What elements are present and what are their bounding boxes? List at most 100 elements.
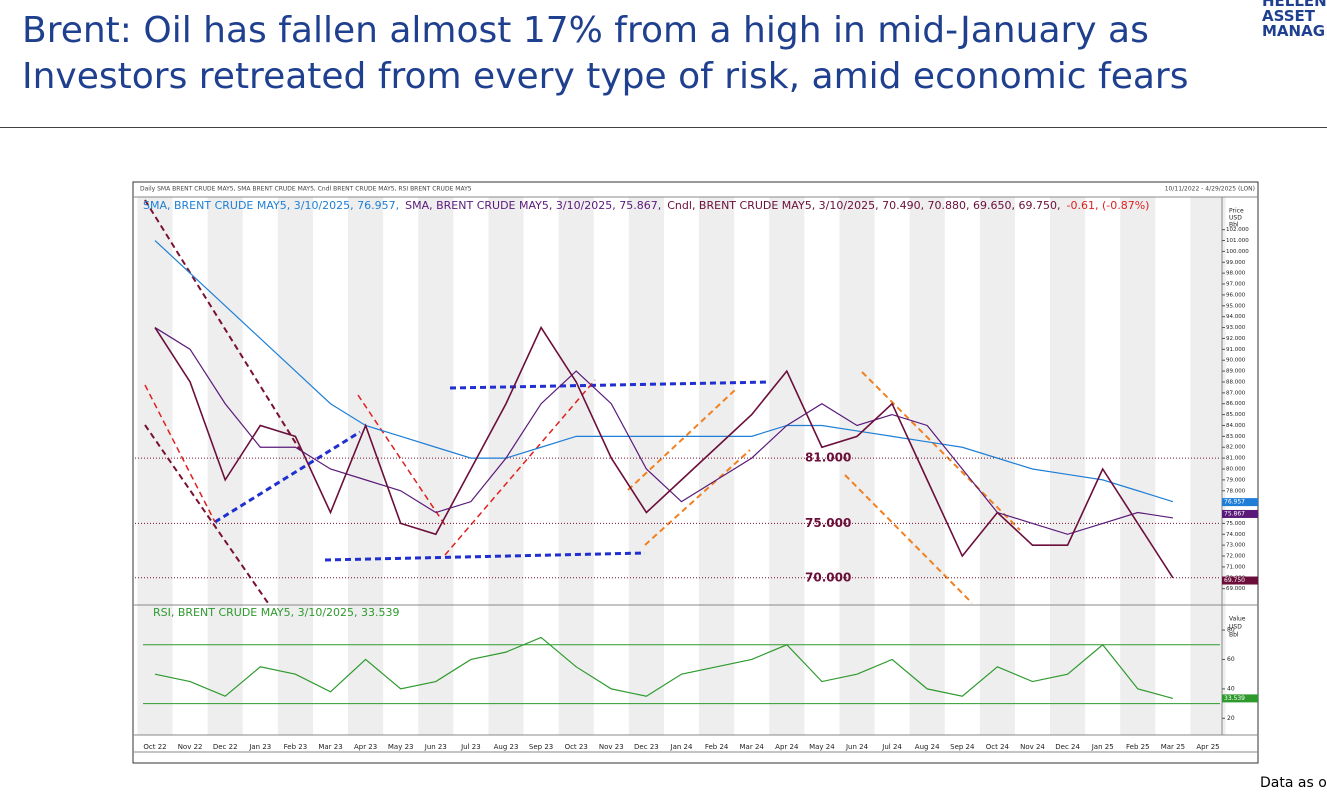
x-tick-label: Feb 23: [284, 743, 308, 751]
x-tick-label: Apr 25: [1196, 743, 1219, 751]
trendline: [444, 379, 596, 556]
x-tick-label: Nov 23: [599, 743, 624, 751]
x-tick-label: Apr 24: [775, 743, 799, 751]
last-value-label: 75.867: [1224, 510, 1245, 517]
x-tick-label: Oct 24: [986, 743, 1010, 751]
x-tick-label: Mar 24: [740, 743, 765, 751]
y-tick-label: 91.000: [1226, 347, 1246, 353]
rsi-last-badge: [1222, 694, 1258, 703]
last-value-badge: [1222, 509, 1258, 518]
rsi-last-label: 33.539: [1224, 695, 1245, 702]
y-tick-label: 81.000: [1226, 456, 1246, 462]
rsi-tick-label: 80: [1227, 627, 1235, 634]
level-label: 70.000: [805, 570, 851, 584]
y-tick-label: 90.000: [1226, 358, 1246, 364]
y-tick-label: 98.000: [1226, 271, 1246, 277]
series-line: [154, 240, 1174, 503]
x-tick-label: Jan 24: [670, 743, 693, 751]
y-tick-label: 99.000: [1226, 260, 1246, 266]
series-line: [154, 325, 1174, 579]
last-value-label: 76.957: [1224, 499, 1245, 506]
y-tick-label: 71.000: [1226, 564, 1246, 570]
x-tick-label: Jan 23: [248, 743, 271, 751]
trendline: [357, 394, 446, 526]
y-tick-label: 75.000: [1226, 521, 1246, 527]
month-stripe: [137, 197, 173, 735]
caption: Daily SMA BRENT CRUDE MAY5, SMA BRENT CR…: [140, 186, 472, 193]
month-stripe: [418, 197, 454, 735]
y-tick-label: 83.000: [1226, 434, 1246, 440]
y-tick-label: 102.000: [1226, 227, 1249, 233]
x-tick-label: Sep 23: [529, 743, 553, 751]
month-stripe: [769, 197, 805, 735]
last-value-badge: [1222, 498, 1258, 507]
y-tick-label: 101.000: [1226, 238, 1249, 244]
x-tick-label: Sep 24: [950, 743, 975, 751]
x-tick-label: Mar 23: [318, 743, 342, 751]
month-stripe: [979, 197, 1015, 735]
y-tick-label: 78.000: [1226, 488, 1246, 494]
last-value-label: 69.750: [1224, 577, 1245, 584]
legend-entry: Cndl, BRENT CRUDE MAY5, 3/10/2025, 70.49…: [667, 199, 1060, 212]
month-stripe: [488, 197, 524, 735]
rsi-tick-label: 20: [1227, 715, 1235, 722]
trendline: [214, 430, 361, 524]
month-stripe: [1190, 197, 1226, 735]
x-tick-label: Jun 23: [424, 743, 447, 751]
divider: [0, 127, 1327, 128]
x-tick-label: Oct 23: [565, 743, 588, 751]
rsi-line: [154, 636, 1174, 700]
trendline: [449, 380, 771, 390]
level-label: 81.000: [805, 451, 851, 465]
period: 10/11/2022 - 4/29/2025 (LON): [1165, 186, 1255, 193]
x-tick-label: Nov 24: [1020, 743, 1045, 751]
trendline: [144, 384, 216, 523]
month-stripe: [277, 197, 313, 735]
title: Brent: Oil has fallen almost 17% from a …: [22, 8, 1188, 100]
trendline: [324, 551, 646, 562]
y-tick-label: 87.000: [1226, 390, 1246, 396]
y-tick-label: 82.000: [1226, 445, 1246, 451]
x-tick-label: Mar 25: [1161, 743, 1185, 751]
x-tick-label: May 23: [388, 743, 414, 751]
month-stripe: [699, 197, 735, 735]
logo-line: ASSET: [1262, 7, 1316, 25]
x-tick-label: Jul 24: [881, 743, 902, 751]
x-tick-label: Dec 24: [1055, 743, 1080, 751]
x-tick-label: Oct 22: [143, 743, 166, 751]
y-tick-label: 93.000: [1226, 325, 1246, 331]
y-tick-label: 84.000: [1226, 423, 1246, 429]
level-label: 75.000: [805, 516, 851, 530]
month-stripe: [909, 197, 945, 735]
y-tick-label: 85.000: [1226, 412, 1246, 418]
logo-line: HELLEN: [1262, 0, 1327, 10]
y-tick-label: 69.000: [1226, 586, 1246, 592]
legend-change: -0.61, (-0.87%): [1067, 199, 1150, 212]
y-tick-label: 74.000: [1226, 532, 1246, 538]
series-line: [154, 327, 1173, 535]
x-tick-label: Jan 25: [1091, 743, 1114, 751]
rsi-axis-label: Value: [1229, 616, 1246, 623]
legend-entry: SMA, BRENT CRUDE MAY5, 3/10/2025, 76.957…: [143, 199, 399, 212]
y-tick-label: 95.000: [1226, 303, 1246, 309]
x-tick-label: Nov 22: [178, 743, 203, 751]
trendline: [844, 474, 973, 604]
footer: Data as o: [1260, 775, 1327, 791]
y-tick-label: 80.000: [1226, 467, 1246, 473]
rsi-axis-label: USD: [1229, 624, 1242, 631]
logo-line: MANAG: [1262, 22, 1326, 40]
rsi-tick-label: 60: [1227, 656, 1235, 663]
x-tick-label: Apr 23: [354, 743, 377, 751]
logo: HELLEN ASSET MANAG: [1262, 0, 1327, 39]
x-tick-label: Jul 23: [460, 743, 481, 751]
y-tick-label: 92.000: [1226, 336, 1246, 342]
trendline: [144, 424, 269, 604]
month-stripe: [558, 197, 594, 735]
y-tick-label: 79.000: [1226, 477, 1246, 483]
y-tick-label: 73.000: [1226, 543, 1246, 549]
legend-entry: SMA, BRENT CRUDE MAY5, 3/10/2025, 75.867…: [405, 199, 661, 212]
y-axis-label: USD: [1229, 215, 1242, 222]
month-stripe: [839, 197, 875, 735]
